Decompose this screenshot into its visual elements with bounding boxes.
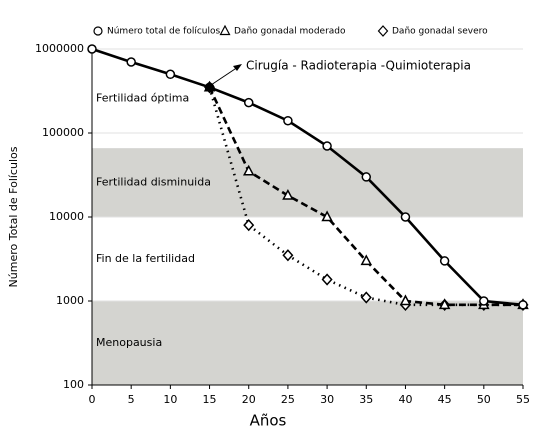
annotation: Cirugía - Radioterapia -Quimioterapia	[246, 59, 471, 73]
x-tick-label: 25	[281, 393, 295, 406]
legend-item: Daño gonadal severo	[377, 25, 488, 37]
x-tick-label: 20	[242, 393, 256, 406]
x-tick-label: 45	[438, 393, 452, 406]
y-tick-label: 1000	[56, 294, 84, 307]
zone-label: Menopausia	[96, 336, 162, 349]
marker	[400, 212, 411, 222]
x-axis-label: Años	[250, 412, 287, 430]
x-tick-label: 15	[203, 393, 217, 406]
marker	[321, 273, 333, 286]
marker	[360, 291, 372, 304]
x-tick-label: 0	[89, 393, 96, 406]
marker	[87, 44, 97, 54]
marker	[360, 254, 373, 266]
zone-label: Fertilidad disminuida	[96, 176, 211, 189]
legend-text: Número total de folículos	[107, 27, 220, 37]
marker	[243, 219, 255, 232]
x-tick-label: 50	[477, 393, 491, 406]
marker	[377, 25, 389, 37]
zone-label: Fertilidad óptima	[96, 92, 189, 105]
legend-item: Número total de folículos	[93, 26, 220, 37]
x-tick-label: 55	[516, 393, 530, 406]
zone-band	[92, 217, 523, 301]
marker	[399, 294, 412, 306]
marker	[219, 24, 231, 36]
marker	[283, 115, 293, 126]
marker	[243, 97, 254, 108]
marker	[438, 298, 451, 310]
y-axis-label: Número Total de Folículos	[7, 146, 20, 287]
x-tick-label: 40	[398, 393, 412, 406]
annotation-arrowhead	[233, 64, 242, 71]
marker	[361, 172, 372, 182]
y-tick-label: 10000	[49, 210, 84, 223]
legend-text: Daño gonadal severo	[392, 27, 488, 37]
zone-band	[92, 49, 523, 149]
marker	[322, 141, 332, 151]
marker	[165, 69, 176, 80]
marker	[282, 188, 294, 200]
zone-band	[92, 301, 523, 385]
annotation-arrow	[207, 66, 239, 88]
y-tick-label: 100000	[42, 126, 84, 139]
marker	[479, 296, 489, 306]
y-tick-label: 1000000	[35, 42, 84, 55]
marker	[321, 210, 333, 222]
zone-label: Fin de la fertilidad	[96, 252, 195, 265]
x-tick-label: 5	[128, 393, 135, 406]
y-tick-label: 100	[63, 378, 84, 391]
marker	[518, 300, 528, 310]
x-tick-label: 10	[163, 393, 177, 406]
legend-item: Daño gonadal moderado	[219, 24, 346, 37]
legend-text: Daño gonadal moderado	[234, 27, 346, 37]
series-line	[91, 47, 524, 307]
series-markers	[87, 44, 529, 311]
marker	[93, 26, 103, 36]
x-tick-label: 35	[359, 393, 373, 406]
marker	[282, 249, 294, 262]
x-tick-label: 30	[320, 393, 334, 406]
marker	[126, 57, 136, 67]
marker	[439, 256, 450, 266]
marker	[242, 164, 255, 176]
plot-background: Fertilidad óptima Fertilidad disminuida Fi…	[35, 42, 530, 406]
marker	[204, 82, 215, 93]
